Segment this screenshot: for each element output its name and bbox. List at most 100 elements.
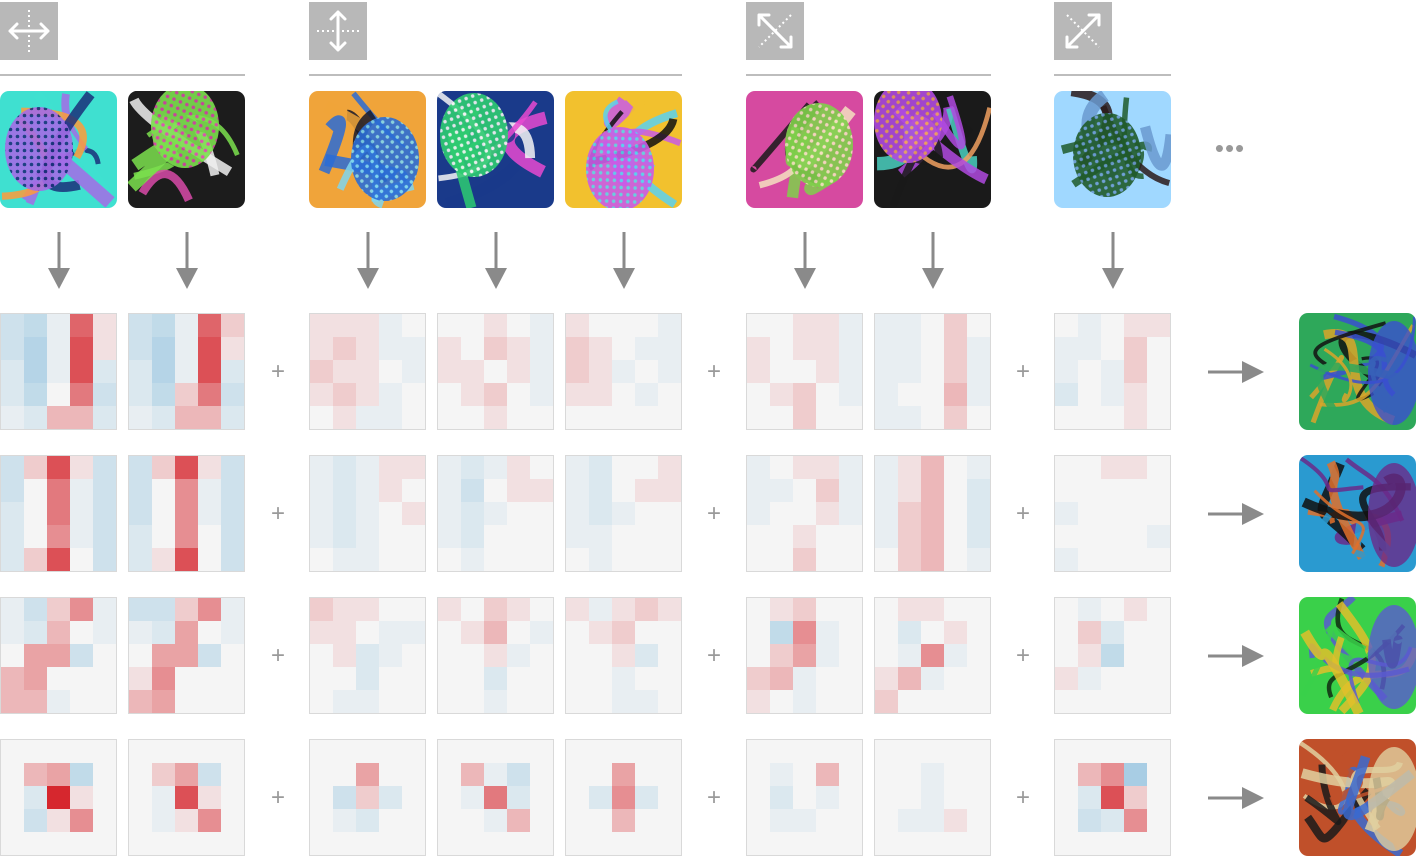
kernel-cell <box>1147 598 1170 621</box>
kernel-cell <box>658 548 681 571</box>
kernel-cell <box>438 314 461 337</box>
kernel-cell <box>129 548 152 571</box>
kernel-cell <box>635 502 658 525</box>
kernel-weights <box>128 597 245 714</box>
kernel-cell <box>129 621 152 644</box>
kernel-cell <box>152 456 175 479</box>
kernel-cell <box>1 314 24 337</box>
plus-sign: + <box>706 642 721 669</box>
feature-visualization[interactable] <box>0 91 117 208</box>
kernel-cell <box>770 763 793 786</box>
kernel-cell <box>1147 314 1170 337</box>
feature-visualization[interactable] <box>565 91 682 208</box>
kernel-cell <box>658 621 681 644</box>
result-visualization[interactable] <box>1299 313 1416 430</box>
kernel-weights <box>0 313 117 430</box>
kernel-cell <box>152 644 175 667</box>
kernel-weights <box>437 739 554 856</box>
kernel-cell <box>770 479 793 502</box>
kernel-cell <box>793 314 816 337</box>
arrow-down-icon <box>609 232 639 292</box>
feature-visualization[interactable] <box>128 91 245 208</box>
kernel-cell <box>70 690 93 713</box>
kernel-cell <box>461 786 484 809</box>
kernel-cell <box>175 406 198 429</box>
kernel-cell <box>566 621 589 644</box>
kernel-cell <box>356 406 379 429</box>
kernel-cell <box>635 786 658 809</box>
feature-visualization[interactable] <box>437 91 554 208</box>
kernel-cell <box>921 598 944 621</box>
kernel-cell <box>875 406 898 429</box>
antidiagonal-arrows-icon <box>1054 2 1112 60</box>
kernel-cell <box>1 337 24 360</box>
kernel-cell <box>333 644 356 667</box>
kernel-cell <box>175 337 198 360</box>
kernel-cell <box>356 763 379 786</box>
kernel-cell <box>507 644 530 667</box>
kernel-cell <box>589 763 612 786</box>
kernel-cell <box>356 314 379 337</box>
kernel-cell <box>589 667 612 690</box>
kernel-cell <box>658 456 681 479</box>
kernel-weights <box>874 597 991 714</box>
kernel-cell <box>198 525 221 548</box>
kernel-cell <box>47 337 70 360</box>
kernel-cell <box>793 598 816 621</box>
plus-sign: + <box>1015 500 1030 527</box>
kernel-cell <box>1147 548 1170 571</box>
kernel-cell <box>198 621 221 644</box>
kernel-cell <box>1124 786 1147 809</box>
kernel-cell <box>221 644 244 667</box>
result-visualization[interactable] <box>1299 455 1416 572</box>
kernel-cell <box>402 406 425 429</box>
kernel-cell <box>589 548 612 571</box>
result-visualization[interactable] <box>1299 597 1416 714</box>
feature-visualization[interactable] <box>309 91 426 208</box>
kernel-cell <box>484 525 507 548</box>
group-divider-horizontal <box>0 74 245 76</box>
result-visualization[interactable] <box>1299 739 1416 856</box>
kernel-cell <box>24 763 47 786</box>
kernel-cell <box>175 809 198 832</box>
kernel-cell <box>198 598 221 621</box>
arrow-down-icon <box>44 232 74 292</box>
kernel-cell <box>24 383 47 406</box>
kernel-cell <box>484 644 507 667</box>
kernel-cell <box>898 809 921 832</box>
kernel-cell <box>530 525 553 548</box>
kernel-cell <box>402 314 425 337</box>
kernel-cell <box>875 525 898 548</box>
kernel-cell <box>310 525 333 548</box>
feature-visualization[interactable] <box>1054 91 1171 208</box>
kernel-cell <box>175 621 198 644</box>
kernel-weights <box>128 455 245 572</box>
kernel-cell <box>747 598 770 621</box>
kernel-cell <box>944 314 967 337</box>
kernel-cell <box>507 360 530 383</box>
kernel-weights <box>0 739 117 856</box>
feature-visualization[interactable] <box>874 91 991 208</box>
kernel-cell <box>793 786 816 809</box>
kernel-cell <box>175 502 198 525</box>
kernel-cell <box>1078 598 1101 621</box>
kernel-cell <box>333 786 356 809</box>
kernel-cell <box>839 621 862 644</box>
kernel-cell <box>47 690 70 713</box>
kernel-cell <box>898 337 921 360</box>
kernel-cell <box>356 383 379 406</box>
kernel-cell <box>310 337 333 360</box>
kernel-cell <box>129 502 152 525</box>
kernel-cell <box>770 406 793 429</box>
kernel-cell <box>793 479 816 502</box>
kernel-cell <box>566 502 589 525</box>
kernel-cell <box>198 479 221 502</box>
kernel-cell <box>152 786 175 809</box>
kernel-cell <box>1101 763 1124 786</box>
kernel-cell <box>461 525 484 548</box>
kernel-cell <box>1 406 24 429</box>
kernel-cell <box>221 690 244 713</box>
kernel-cell <box>1124 667 1147 690</box>
feature-visualization[interactable] <box>746 91 863 208</box>
kernel-cell <box>1124 314 1147 337</box>
